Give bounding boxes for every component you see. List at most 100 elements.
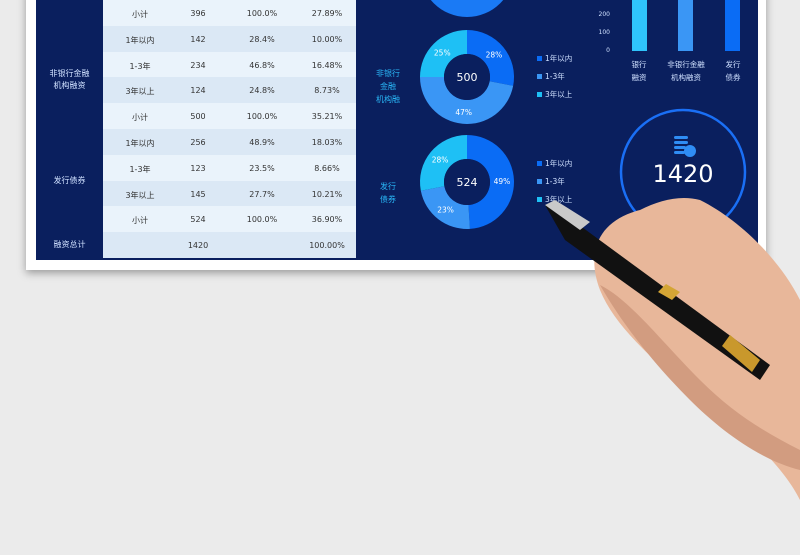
table-cell: 1420 (187, 241, 209, 251)
bar-label-line: 银行 (631, 60, 647, 69)
table-cell: 145 (190, 189, 206, 199)
donut-2-legend: 1年以内 1-3年 3年以上 (537, 155, 572, 209)
title-line: 债券 (380, 195, 396, 204)
slice-label: 23% (437, 206, 454, 215)
donut-center-value: 500 (457, 71, 478, 84)
table-cell: 28.4% (249, 34, 275, 44)
table-row: 小计 500 100.0% 35.21% (103, 103, 356, 130)
donut-slice (420, 30, 467, 77)
donut-top-partial (430, 0, 504, 17)
slice-label: 47% (455, 108, 472, 117)
table-cell: 100.0% (246, 215, 278, 225)
title-line: 发行 (380, 182, 396, 191)
table-cell: 27.7% (249, 189, 275, 199)
gauge-value: 1420 (652, 160, 714, 188)
legend-label: 3年以上 (545, 90, 573, 99)
legend-label: 1-3年 (545, 72, 565, 81)
legend-item: 1-3年 (537, 68, 572, 86)
table-cell: 16.48% (311, 60, 343, 70)
table-cell: 24.8% (249, 86, 275, 96)
legend-label: 1年以内 (545, 159, 573, 168)
table-row: 3年以上 124 24.8% 8.73% (103, 77, 356, 104)
table-cell: 1年以内 (125, 35, 155, 45)
title-line: 金融 (380, 82, 396, 91)
group-label-line: 机构融资 (53, 81, 86, 90)
y-tick: 0 (606, 47, 610, 54)
table-cell: 46.8% (249, 60, 275, 70)
group-label-total: 融资总计 (53, 240, 86, 249)
table-row: 小计 396 100.0% 27.89% (103, 0, 356, 26)
table-cell: 100.0% (246, 9, 278, 18)
table-cell: 48.9% (249, 138, 275, 147)
legend-item: 1年以内 (537, 50, 572, 68)
table-row: 小计 524 100.0% 36.90% (103, 206, 356, 233)
table-cell: 35.21% (311, 112, 343, 122)
table-cell: 500 (190, 112, 206, 122)
donut-slice (419, 135, 467, 191)
donut-charts: 28% 47% 25% 500 49% 23% 28% 524 (419, 0, 514, 229)
legend-item: 3年以上 (537, 86, 572, 104)
table-cell: 100.0% (246, 112, 278, 122)
coins-yuan-icon (674, 136, 696, 157)
table-cell: 524 (190, 215, 206, 225)
table-cell: 36.90% (311, 215, 343, 225)
donut-slice (420, 186, 470, 229)
donut-2-title: 发行 债券 (373, 180, 403, 206)
legend-item: 3年以上 (537, 191, 572, 209)
slice-label: 28% (432, 156, 449, 165)
table-row: 1年以内 256 48.9% 18.03% (103, 129, 356, 155)
slice-label: 28% (486, 51, 503, 60)
slice-label: 49% (494, 177, 511, 186)
title-line: 非银行 (376, 69, 400, 78)
donut-1-title: 非银行 金融 机构融 (373, 67, 403, 106)
bar-label-line: 非银行金融 (667, 60, 705, 69)
table-cell: 1-3年 (129, 164, 151, 174)
table-cell: 小计 (132, 216, 148, 226)
legend-item: 1年以内 (537, 155, 572, 173)
table-row: 1-3年 123 23.5% 8.66% (103, 154, 356, 181)
table-cell: 1-3年 (129, 61, 151, 71)
bar-label-line: 机构融资 (671, 73, 701, 82)
table-cell: 3年以上 (125, 87, 155, 97)
table-row: 3年以上 145 27.7% 10.21% (103, 180, 356, 207)
bar-label: 发行 债券 (726, 58, 741, 84)
table-cell: 396 (190, 9, 206, 18)
donut-slice (467, 30, 514, 86)
table-row: 1年以内 142 28.4% 10.00% (103, 25, 356, 52)
donut-1-legend: 1年以内 1-3年 3年以上 (537, 50, 572, 104)
table-cell: 18.03% (311, 138, 343, 147)
table-cell: 10.21% (311, 189, 343, 199)
table-cell: 23.5% (249, 163, 275, 173)
bar-bonds (725, 0, 740, 51)
donut-slice (419, 77, 514, 125)
pen-body (545, 205, 770, 380)
bar-label-line: 发行 (725, 60, 741, 69)
slice-label: 25% (434, 48, 451, 57)
y-tick: 100 (598, 29, 610, 36)
table-cell: 256 (190, 138, 206, 147)
table-cell: 234 (190, 60, 206, 70)
donut-slice (467, 135, 514, 229)
table-cell: 1年以内 (125, 139, 155, 148)
table-cell: 小计 (132, 113, 148, 123)
table-row: 1-3年 234 46.8% 16.48% (103, 51, 356, 78)
title-line: 机构融 (376, 95, 400, 104)
table-cell: 142 (190, 34, 206, 44)
y-tick: 200 (598, 11, 610, 18)
bar-label: 银行 融资 (632, 58, 647, 84)
legend-item: 1-3年 (537, 173, 572, 191)
table-cell: 3年以上 (125, 190, 155, 200)
table-cell: 124 (190, 86, 206, 96)
legend-label: 1-3年 (545, 177, 565, 186)
table-row: 1420 100.00% (103, 232, 356, 259)
table-cell: 8.73% (314, 86, 340, 96)
bar-label-line: 融资 (631, 73, 647, 82)
bar-bank (632, 0, 647, 51)
table-cell: 8.66% (314, 163, 340, 173)
bar-nonbank (678, 0, 693, 51)
bar-label-line: 债券 (725, 73, 741, 82)
table-cell: 10.00% (311, 34, 343, 44)
table-cell: 100.00% (309, 241, 345, 251)
donut-center-value: 524 (457, 176, 478, 189)
